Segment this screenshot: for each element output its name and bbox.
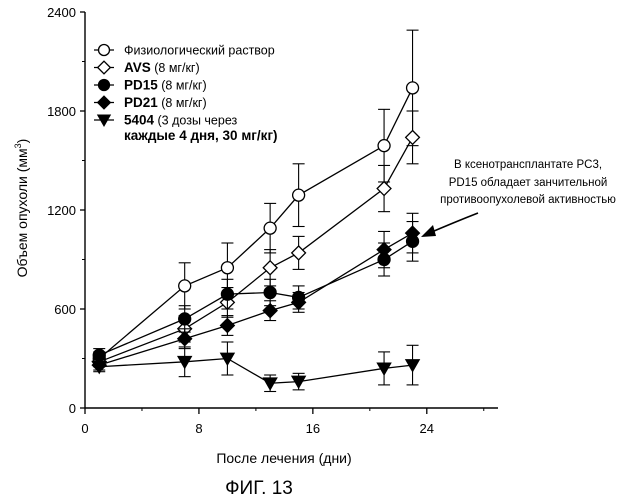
x-axis-title: После лечения (дни) xyxy=(216,450,351,466)
y-tick-label: 1800 xyxy=(47,104,76,119)
legend-entry: Физиологический раствор xyxy=(124,44,275,58)
annotation-arrow xyxy=(427,213,478,234)
legend-entry: AVS (8 мг/кг) xyxy=(124,60,200,75)
y-tick-label: 0 xyxy=(69,401,76,416)
data-point xyxy=(406,131,420,145)
data-point xyxy=(178,332,192,346)
x-tick-label: 24 xyxy=(420,421,434,436)
y-axis-title-close: ) xyxy=(14,139,30,144)
legend-entry-text: (8 мг/кг) xyxy=(151,61,200,75)
series-avs xyxy=(92,111,419,369)
legend-entry-text: Физиологический раствор xyxy=(124,44,275,58)
data-point xyxy=(264,378,277,390)
data-point xyxy=(377,182,391,196)
legend-entry-text: (3 дозы через xyxy=(154,114,237,128)
series-line xyxy=(99,233,412,365)
x-tick-label: 0 xyxy=(81,421,88,436)
legend-entry-bold: 5404 xyxy=(124,113,155,128)
y-axis-title-main: Объем опухоли (мм xyxy=(14,148,30,277)
legend-entry: PD15 (8 мг/кг) xyxy=(124,78,207,93)
figure-caption: ФИГ. 13 xyxy=(225,478,293,499)
legend-entry-bold: PD15 xyxy=(124,78,158,93)
data-point xyxy=(377,243,391,257)
data-point xyxy=(293,189,305,201)
data-point xyxy=(264,222,276,234)
data-point xyxy=(264,287,276,299)
legend-entry-text: (8 мг/кг) xyxy=(158,79,207,93)
series-line xyxy=(99,137,412,361)
data-point xyxy=(378,140,390,152)
data-point xyxy=(179,313,191,325)
data-point xyxy=(407,82,419,94)
y-tick-label: 600 xyxy=(54,302,76,317)
legend-entry: 5404 (3 дозы через xyxy=(124,113,237,128)
data-point xyxy=(263,261,277,275)
y-axis-title: Объем опухоли (мм3) xyxy=(13,139,30,278)
legend-entry-line2: каждые 4 дня, 30 мг/кг) xyxy=(124,128,278,143)
data-point xyxy=(221,288,233,300)
data-point xyxy=(98,96,111,109)
series-pd15 xyxy=(93,222,418,362)
annotation-arrowhead xyxy=(421,225,436,237)
data-point xyxy=(99,45,110,56)
series-line xyxy=(99,241,412,355)
series-line xyxy=(99,359,412,384)
legend: Физиологический растворAVS (8 мг/кг)PD15… xyxy=(94,44,278,144)
legend-entry: PD21 (8 мг/кг) xyxy=(124,95,207,110)
annotation: В ксенотрансплантате PC3, PD15 обладает … xyxy=(421,159,616,237)
y-tick-label: 1200 xyxy=(47,203,76,218)
y-tick-label: 2400 xyxy=(47,5,76,20)
annotation-line-1: В ксенотрансплантате PC3, xyxy=(454,159,602,171)
data-point xyxy=(99,80,110,91)
data-point xyxy=(98,61,111,74)
annotation-line-2: PD15 обладает занчительной xyxy=(449,177,608,189)
series-5404 xyxy=(93,342,420,392)
data-point xyxy=(179,280,191,292)
data-point xyxy=(221,262,233,274)
axis-ticks: 0 600 1200 1800 2400 0 8 16 24 xyxy=(47,5,484,436)
data-point xyxy=(292,246,306,260)
data-point xyxy=(221,319,235,333)
legend-entry-bold: AVS xyxy=(124,60,151,75)
legend-entry-bold: PD21 xyxy=(124,95,158,110)
x-tick-label: 8 xyxy=(195,421,202,436)
legend-entry-text: (8 мг/кг) xyxy=(158,96,207,110)
x-tick-label: 16 xyxy=(306,421,320,436)
annotation-line-3: противоопухолевой активностью xyxy=(440,194,616,206)
